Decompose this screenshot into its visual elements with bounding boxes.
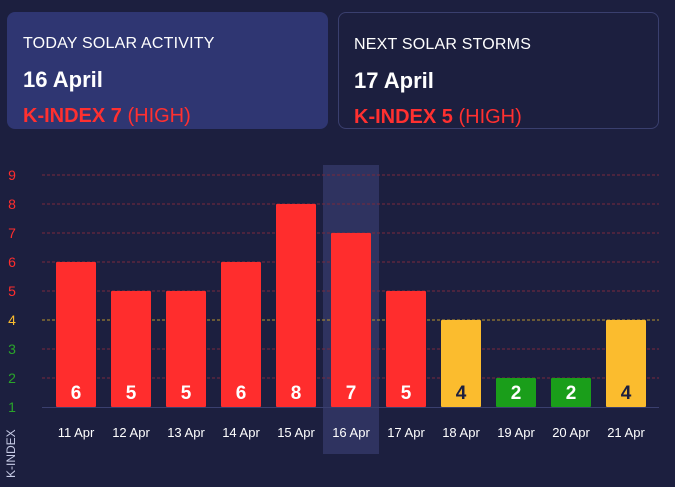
bar — [56, 262, 96, 407]
today-date: 16 April — [23, 67, 103, 92]
bar — [221, 262, 261, 407]
y-tick-label: 8 — [8, 196, 16, 212]
next-storms-card: NEXT SOLAR STORMS 17 April K-INDEX 5 (HI… — [338, 12, 659, 129]
x-tick-label: 15 Apr — [277, 425, 315, 440]
x-tick-label: 21 Apr — [607, 425, 645, 440]
x-tick-label: 12 Apr — [112, 425, 150, 440]
bar-data-label: 5 — [401, 383, 412, 404]
x-tick-label: 20 Apr — [552, 425, 590, 440]
bar — [166, 291, 206, 407]
x-tick-label: 19 Apr — [497, 425, 535, 440]
y-tick-label: 1 — [8, 399, 16, 415]
bar — [606, 320, 646, 407]
bar-data-label: 2 — [511, 383, 522, 404]
bar — [331, 233, 371, 407]
bar-data-label: 6 — [71, 383, 82, 404]
y-tick-label: 3 — [8, 341, 16, 357]
y-tick-label: 2 — [8, 370, 16, 386]
bar — [496, 378, 536, 407]
y-tick-label: 5 — [8, 283, 16, 299]
next-kindex-line: K-INDEX 5 (HIGH) — [354, 106, 522, 129]
today-kindex-line: K-INDEX 7 (HIGH) — [23, 105, 191, 128]
today-kindex: K-INDEX 7 — [23, 105, 122, 127]
y-tick-label: 6 — [8, 254, 16, 270]
bar — [111, 291, 151, 407]
bar-data-label: 4 — [621, 383, 632, 404]
x-tick-label: 13 Apr — [167, 425, 205, 440]
bar — [551, 378, 591, 407]
bar — [386, 291, 426, 407]
next-kindex: K-INDEX 5 — [354, 106, 453, 128]
bar-data-label: 4 — [456, 383, 467, 404]
bar — [276, 204, 316, 407]
next-level: (HIGH) — [458, 106, 522, 128]
bar-data-label: 2 — [566, 383, 577, 404]
bar-data-label: 8 — [291, 383, 302, 404]
y-tick-label: 4 — [8, 312, 16, 328]
y-tick-label: 7 — [8, 225, 16, 241]
x-tick-label: 17 Apr — [387, 425, 425, 440]
x-tick-label: 18 Apr — [442, 425, 480, 440]
today-activity-card: TODAY SOLAR ACTIVITY 16 April K-INDEX 7 … — [7, 12, 328, 129]
y-axis-label: K-INDEX — [4, 429, 18, 478]
x-tick-label: 16 Apr — [332, 425, 370, 440]
y-tick-label: 9 — [8, 167, 16, 183]
bar — [441, 320, 481, 407]
x-tick-label: 14 Apr — [222, 425, 260, 440]
next-date: 17 April — [354, 68, 434, 93]
bar-data-label: 5 — [126, 383, 137, 404]
today-level: (HIGH) — [127, 105, 191, 127]
bar-data-label: 5 — [181, 383, 192, 404]
today-label: TODAY SOLAR ACTIVITY — [23, 35, 215, 52]
next-label: NEXT SOLAR STORMS — [354, 36, 532, 53]
bar-data-label: 6 — [236, 383, 247, 404]
x-tick-label: 11 Apr — [58, 425, 95, 440]
bar-data-label: 7 — [346, 383, 357, 404]
